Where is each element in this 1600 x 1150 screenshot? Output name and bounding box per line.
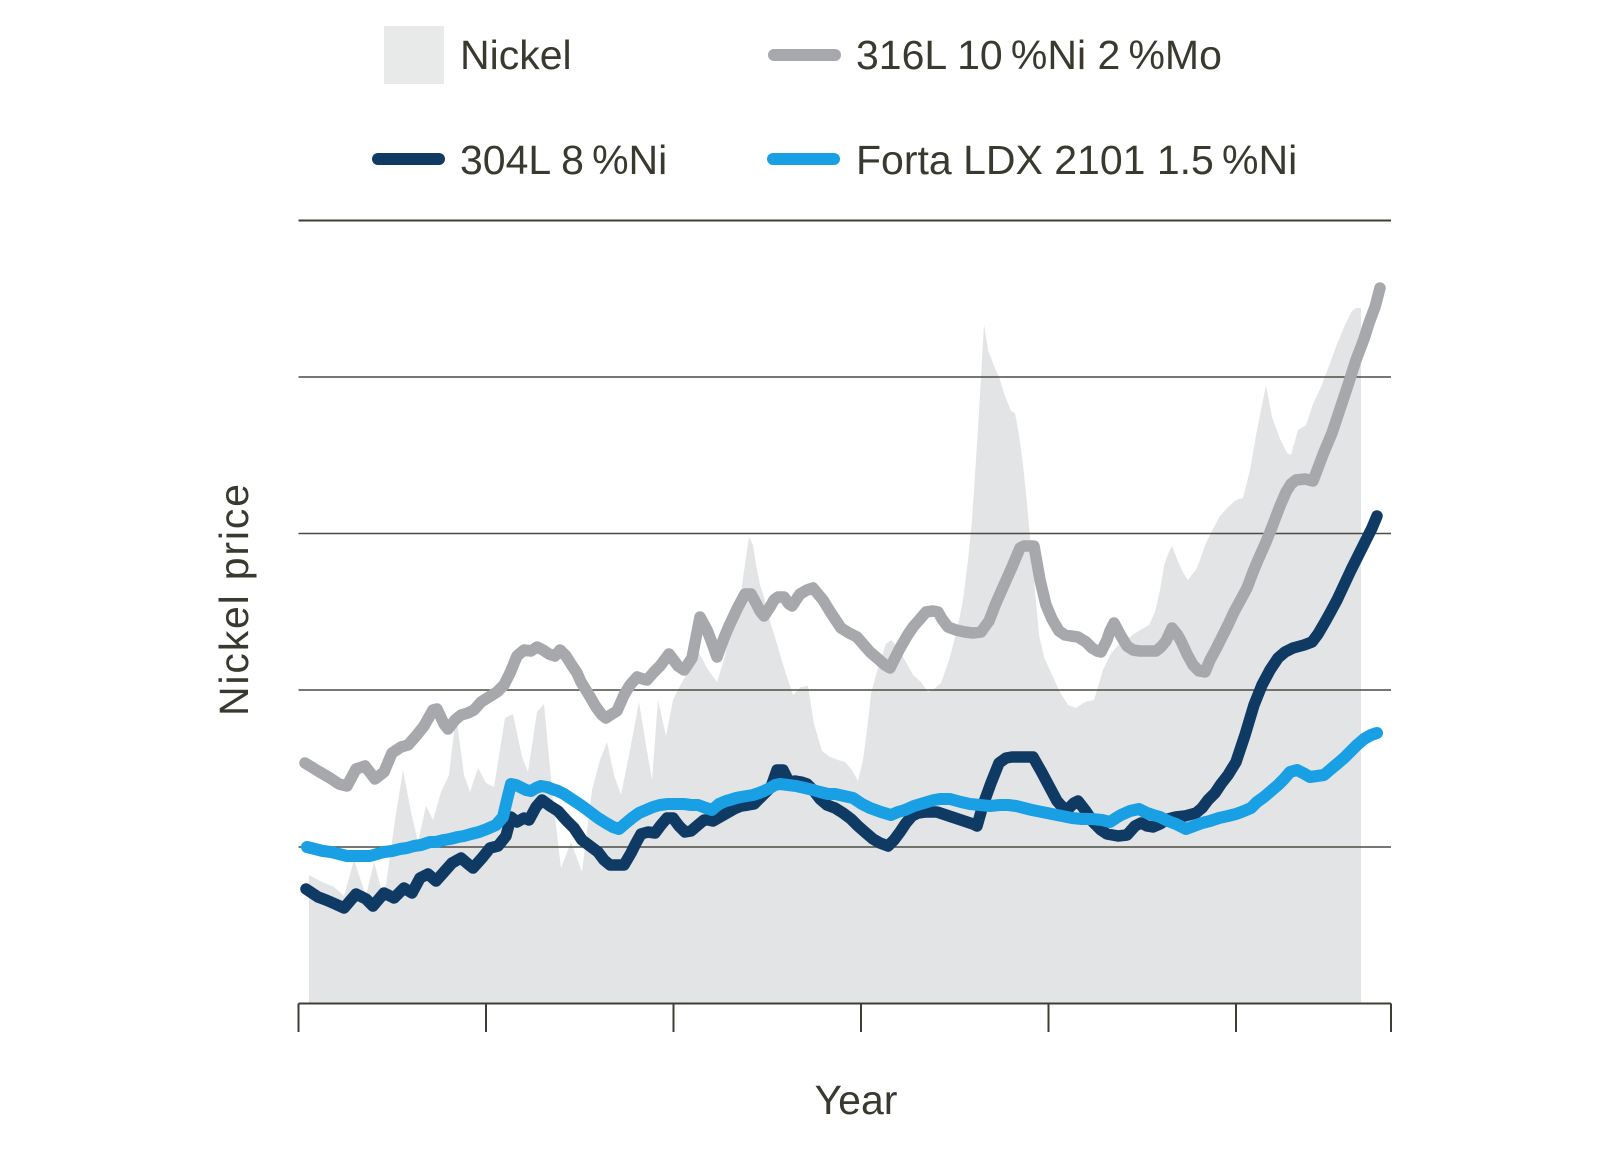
- svg-text:304L 8 %Ni: 304L 8 %Ni: [460, 137, 667, 183]
- svg-text:Nickel price: Nickel price: [211, 484, 257, 716]
- svg-text:Year: Year: [815, 1077, 898, 1123]
- svg-text:316L 10 %Ni 2 %Mo: 316L 10 %Ni 2 %Mo: [856, 32, 1222, 78]
- svg-text:Nickel: Nickel: [460, 32, 572, 78]
- svg-text:Forta LDX 2101 1.5 %Ni: Forta LDX 2101 1.5 %Ni: [856, 137, 1297, 183]
